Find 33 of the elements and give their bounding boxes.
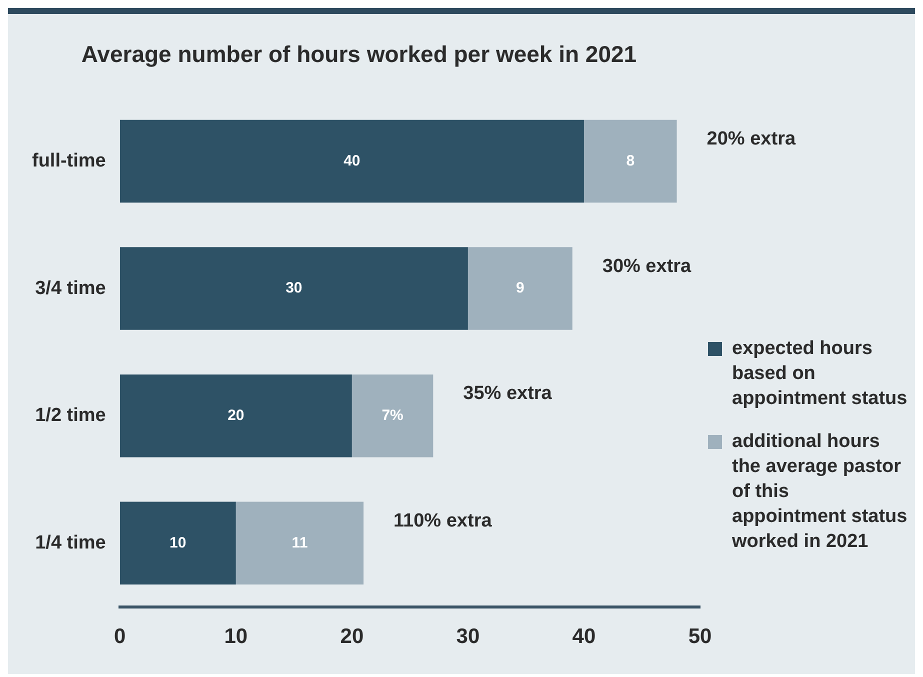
legend-label: additional hours the average pastor of this appointment status worked in 2021 [732, 430, 908, 554]
bar [352, 374, 434, 458]
data-label: 10 [170, 534, 186, 552]
data-label: 40 [344, 152, 360, 170]
annotation: 35% extra [463, 383, 552, 404]
x-tick-label: 50 [688, 625, 712, 648]
y-tick-label: 1/2 time [35, 405, 106, 426]
annotation: 110% extra [394, 510, 492, 532]
data-label: 30 [286, 280, 302, 297]
bar [120, 120, 584, 203]
legend-label: expected hours based on appointment status [732, 337, 908, 411]
data-label: 11 [292, 534, 308, 552]
bar [120, 502, 236, 585]
y-tick-label: 3/4 time [35, 278, 106, 299]
bar [120, 247, 468, 330]
x-tick-label: 20 [340, 625, 364, 648]
data-label: 7% [382, 406, 404, 424]
y-tick-label: full-time [32, 150, 106, 172]
y-tick-label: 1/4 time [35, 532, 106, 554]
bar [236, 502, 364, 585]
x-tick-label: 10 [224, 625, 248, 648]
annotation: 30% extra [602, 256, 692, 277]
annotation: 20% extra [706, 128, 796, 150]
data-label: 20 [228, 406, 244, 424]
data-label: 8 [626, 152, 635, 170]
data-label: 9 [516, 280, 524, 297]
x-tick-label: 30 [456, 625, 480, 648]
chart-title: Average number of hours worked per week in 2021 [81, 41, 637, 68]
x-tick-label: 0 [114, 625, 126, 648]
bar [584, 120, 677, 203]
x-tick-label: 40 [572, 625, 596, 648]
bar [468, 247, 572, 330]
bar [120, 374, 352, 458]
